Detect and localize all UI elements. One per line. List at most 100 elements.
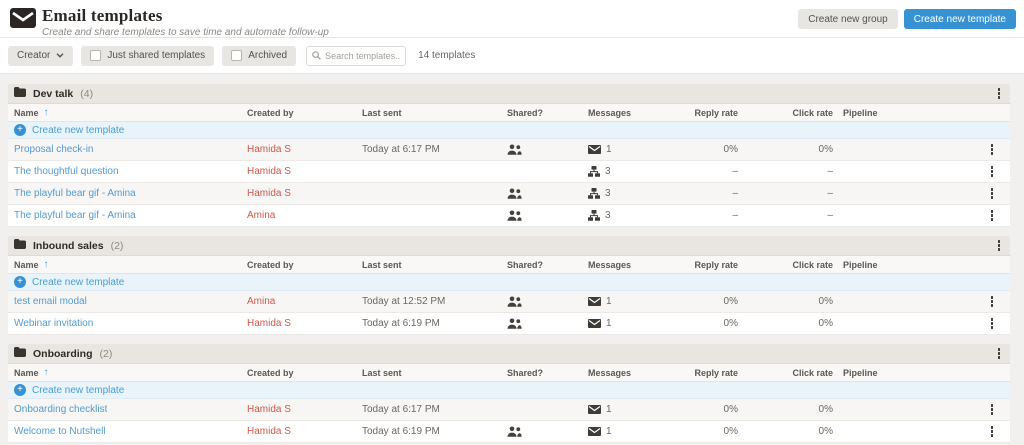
template-row: The thoughtful question Hamida S 3 – – xyxy=(8,161,1010,183)
page-title: Email templates xyxy=(42,6,163,25)
creator-link[interactable]: Hamida S xyxy=(247,318,291,329)
row-kebab-menu[interactable] xyxy=(987,206,998,225)
reply-rate-value: – xyxy=(732,166,738,177)
shared-users-icon xyxy=(507,188,588,199)
creator-link[interactable]: Amina xyxy=(247,210,276,221)
create-new-template-row[interactable]: + Create new template xyxy=(8,382,1010,399)
row-kebab-menu[interactable] xyxy=(987,184,998,203)
row-kebab-menu[interactable] xyxy=(987,422,998,441)
column-header-last-sent: Last sent xyxy=(362,367,402,378)
chevron-down-icon xyxy=(56,50,64,61)
messages-count: 1 xyxy=(606,296,612,307)
reply-rate-value: 0% xyxy=(723,296,738,307)
reply-rate-value: 0% xyxy=(723,404,738,415)
column-header-created-by: Created by xyxy=(247,107,294,118)
create-new-group-button[interactable]: Create new group xyxy=(798,9,898,29)
create-row-label: Create new template xyxy=(32,276,125,288)
row-kebab-menu[interactable] xyxy=(987,140,998,159)
column-header-reply-rate: Reply rate xyxy=(694,259,738,270)
column-header-row: Name ↑ Created by Last sent Shared? Mess… xyxy=(8,104,1010,122)
row-kebab-menu[interactable] xyxy=(987,292,998,311)
reply-rate-value: – xyxy=(732,210,738,221)
group-kebab-menu[interactable] xyxy=(994,236,1005,255)
creator-link[interactable]: Hamida S xyxy=(247,426,291,437)
shared-users-icon xyxy=(507,144,588,155)
shared-users-icon xyxy=(507,210,588,221)
email-templates-icon xyxy=(10,8,36,33)
column-header-pipeline: Pipeline xyxy=(843,107,878,118)
group-count: (4) xyxy=(80,87,94,100)
template-name-link[interactable]: The playful bear gif - Amina xyxy=(14,210,136,221)
messages-count: 3 xyxy=(605,188,611,199)
shared-users-icon xyxy=(507,426,588,437)
click-rate-value: 0% xyxy=(818,426,833,437)
template-name-link[interactable]: Proposal check-in xyxy=(14,144,94,155)
reply-rate-value: 0% xyxy=(723,426,738,437)
archived-filter[interactable]: Archived xyxy=(222,45,297,66)
template-count: 14 templates xyxy=(418,50,476,61)
search-box xyxy=(306,45,407,66)
template-name-link[interactable]: Webinar invitation xyxy=(14,318,94,329)
template-row: Proposal check-in Hamida S Today at 6:17… xyxy=(8,139,1010,161)
create-new-template-row[interactable]: + Create new template xyxy=(8,274,1010,291)
column-header-click-rate: Click rate xyxy=(792,367,833,378)
column-header-name[interactable]: Name ↑ xyxy=(14,367,49,378)
column-header-reply-rate: Reply rate xyxy=(694,107,738,118)
template-name-link[interactable]: Welcome to Nutshell xyxy=(14,426,106,437)
archived-checkbox[interactable] xyxy=(231,50,243,61)
column-header-shared: Shared? xyxy=(507,367,544,378)
column-header-created-by: Created by xyxy=(247,259,294,270)
column-header-pipeline: Pipeline xyxy=(843,259,878,270)
creator-link[interactable]: Hamida S xyxy=(247,144,291,155)
template-name-link[interactable]: test email modal xyxy=(14,296,87,307)
just-shared-filter[interactable]: Just shared templates xyxy=(81,45,215,66)
row-kebab-menu[interactable] xyxy=(987,400,998,419)
page-subtitle: Create and share templates to save time … xyxy=(42,27,329,38)
email-icon xyxy=(588,427,601,436)
shared-users-icon xyxy=(507,318,588,329)
messages-count: 1 xyxy=(606,144,612,155)
group-count: (2) xyxy=(110,239,124,252)
create-new-template-button[interactable]: Create new template xyxy=(903,9,1016,29)
template-name-link[interactable]: The thoughtful question xyxy=(14,166,119,177)
column-header-name[interactable]: Name ↑ xyxy=(14,259,49,270)
template-group: Dev talk (4) Name ↑ Created by Last sent… xyxy=(8,84,1010,227)
row-kebab-menu[interactable] xyxy=(987,162,998,181)
messages-count: 1 xyxy=(606,404,612,415)
create-new-template-row[interactable]: + Create new template xyxy=(8,122,1010,139)
shared-users-icon xyxy=(507,296,588,307)
column-header-messages: Messages xyxy=(588,259,632,270)
group-kebab-menu[interactable] xyxy=(994,344,1005,363)
template-group: Onboarding (2) Name ↑ Created by Last se… xyxy=(8,344,1010,443)
group-kebab-menu[interactable] xyxy=(994,84,1005,103)
email-icon xyxy=(588,405,601,414)
column-header-shared: Shared? xyxy=(507,107,544,118)
creator-link[interactable]: Amina xyxy=(247,296,276,307)
folder-icon xyxy=(14,239,26,252)
click-rate-value: – xyxy=(827,166,833,177)
click-rate-value: – xyxy=(827,188,833,199)
template-name-link[interactable]: The playful bear gif - Amina xyxy=(14,188,136,199)
click-rate-value: 0% xyxy=(818,144,833,155)
column-header-name[interactable]: Name ↑ xyxy=(14,107,49,118)
column-header-pipeline: Pipeline xyxy=(843,367,878,378)
just-shared-checkbox[interactable] xyxy=(90,50,102,61)
column-header-shared: Shared? xyxy=(507,259,544,270)
creator-link[interactable]: Hamida S xyxy=(247,166,291,177)
template-groups: Dev talk (4) Name ↑ Created by Last sent… xyxy=(0,74,1024,445)
archived-label: Archived xyxy=(248,50,288,61)
create-row-label: Create new template xyxy=(32,384,125,396)
row-kebab-menu[interactable] xyxy=(987,314,998,333)
click-rate-value: 0% xyxy=(818,404,833,415)
template-name-link[interactable]: Onboarding checklist xyxy=(14,404,108,415)
search-input[interactable] xyxy=(325,50,401,61)
creator-link[interactable]: Hamida S xyxy=(247,404,291,415)
column-header-last-sent: Last sent xyxy=(362,107,402,118)
creator-filter-dropdown[interactable]: Creator xyxy=(8,45,74,66)
sequence-icon xyxy=(588,188,600,199)
template-row: Welcome to Nutshell Hamida S Today at 6:… xyxy=(8,421,1010,443)
click-rate-value: – xyxy=(827,210,833,221)
sequence-icon xyxy=(588,210,600,221)
last-sent-value: Today at 6:17 PM xyxy=(362,144,440,155)
creator-link[interactable]: Hamida S xyxy=(247,188,291,199)
